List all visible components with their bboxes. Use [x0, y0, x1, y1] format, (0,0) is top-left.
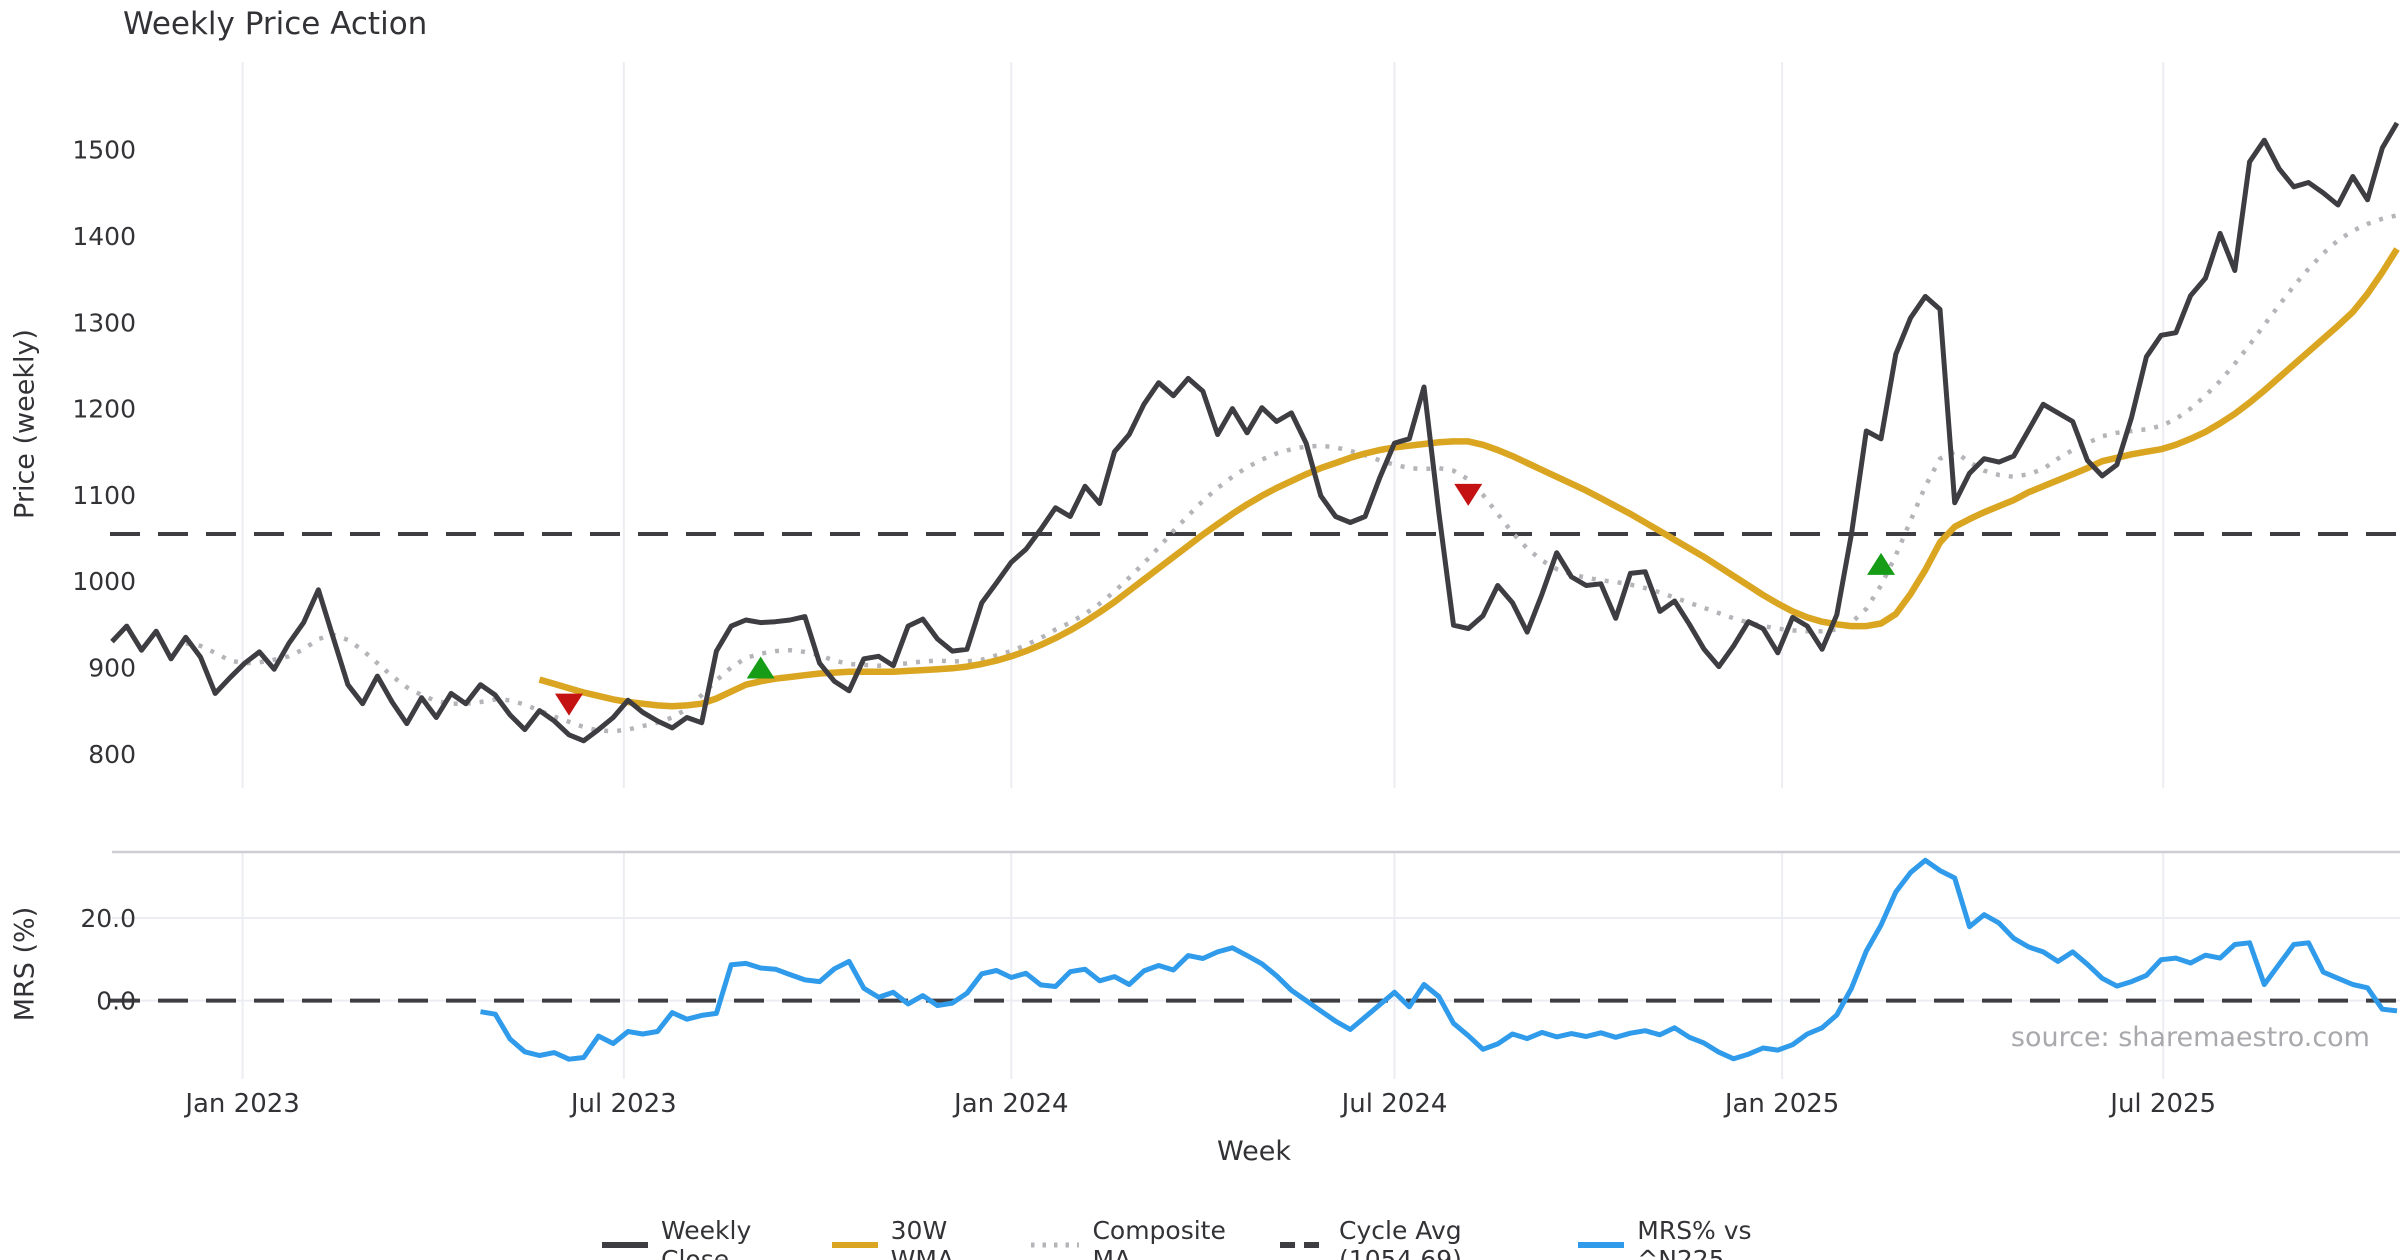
legend-swatch-composite-ma: [1031, 1242, 1080, 1248]
legend-label: 30W WMA: [890, 1216, 955, 1260]
series-30w-wma: [538, 247, 2400, 710]
mrs-y-tick-label: 0.0: [96, 987, 136, 1016]
sell-signal-triangle-down-icon: [555, 693, 583, 716]
price-y-tick-label: 1100: [72, 481, 136, 510]
price-y-tick-label: 1200: [72, 395, 136, 424]
source-watermark: source: sharemaestro.com: [2010, 1022, 2370, 1053]
tick-labels: 800 900 1000 1100 1200 1300 1400 1500 0.0 20.0 Jan…: [72, 136, 2216, 1119]
mrs-y-tick-label: 20.0: [80, 904, 136, 933]
gridlines: [112, 62, 2400, 1079]
legend-label: Composite MA: [1092, 1216, 1226, 1260]
sell-signal-triangle-down-icon: [1454, 483, 1483, 506]
x-tick-label: Jan 2025: [1723, 1089, 1840, 1119]
series-composite-ma: [185, 213, 2398, 734]
legend-label: Weekly Close: [661, 1216, 752, 1260]
legend: Weekly Close 30W WMA Composite MA Cycle Avg…: [600, 1216, 1800, 1260]
y-axis-label-price: Price (weekly): [9, 329, 41, 519]
price-y-tick-label: 1400: [72, 222, 136, 251]
signal-markers: [555, 483, 1896, 716]
legend-label: MRS% vs ^N225: [1637, 1216, 1752, 1260]
price-y-tick-label: 1300: [72, 308, 136, 337]
legend-item-composite-ma: Composite MA: [1029, 1216, 1237, 1260]
y-axis-label-mrs: MRS (%): [9, 906, 41, 1022]
legend-item-cycle-avg-1054-69: Cycle Avg (1054.69): [1278, 1216, 1536, 1260]
price-panel: [110, 121, 2400, 744]
x-tick-label: Jan 2023: [183, 1089, 300, 1119]
legend-swatch-weekly-close: [602, 1242, 649, 1248]
price-y-tick-label: 800: [88, 740, 136, 769]
price-y-tick-label: 1000: [72, 567, 136, 596]
price-y-tick-label: 1500: [72, 136, 136, 165]
series-mrs-vs-n225: [480, 857, 2398, 1062]
buy-signal-triangle-up-icon: [746, 656, 775, 679]
legend-item-mrs-vs-n225: MRS% vs ^N225: [1576, 1216, 1800, 1260]
price-y-tick-label: 900: [88, 654, 136, 683]
x-tick-label: Jul 2024: [1340, 1089, 1448, 1119]
legend-item-weekly-close: Weekly Close: [600, 1216, 790, 1260]
legend-swatch-30w-wma: [831, 1242, 878, 1248]
x-tick-label: Jul 2023: [569, 1089, 677, 1119]
mrs-panel: [110, 857, 2400, 1062]
x-tick-label: Jul 2025: [2108, 1089, 2216, 1119]
legend-swatch-cycle-avg-1054-69: [1279, 1242, 1327, 1248]
buy-signal-triangle-up-icon: [1867, 552, 1896, 575]
chart-title: Weekly Price Action: [123, 6, 428, 42]
legend-label: Cycle Avg (1054.69): [1339, 1216, 1462, 1260]
x-tick-label: Jan 2024: [952, 1089, 1069, 1119]
x-axis-label: Week: [1217, 1136, 1291, 1167]
legend-item-30w-wma: 30W WMA: [830, 1216, 990, 1260]
legend-swatch-mrs-vs-n225: [1578, 1242, 1625, 1248]
series-weekly-close: [110, 121, 2400, 744]
